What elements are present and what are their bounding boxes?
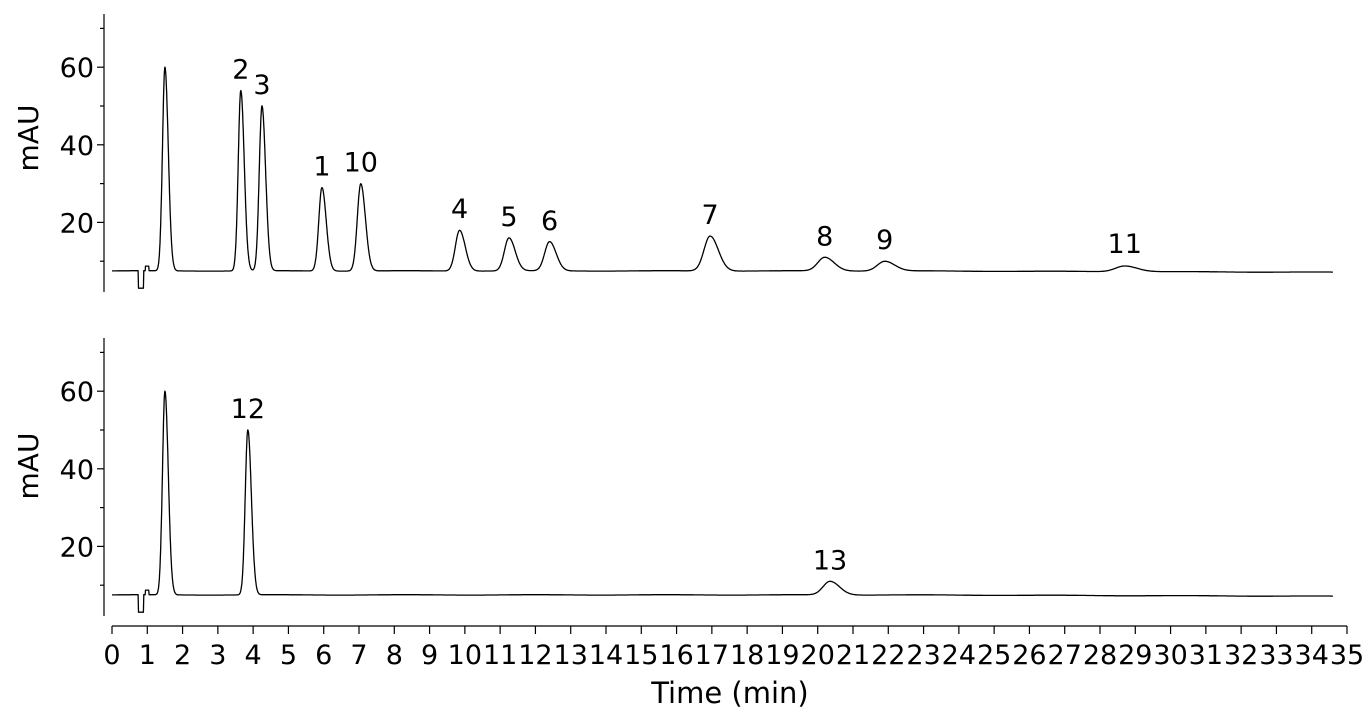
- x-tick-label: 16: [659, 640, 693, 671]
- x-tick-label: 5: [280, 640, 297, 671]
- x-tick-label: 25: [977, 640, 1011, 671]
- x-tick-label: 13: [554, 640, 588, 671]
- x-tick-label: 14: [589, 640, 623, 671]
- x-tick-label: 15: [624, 640, 658, 671]
- x-tick-label: 28: [1083, 640, 1117, 671]
- x-tick-label: 27: [1048, 640, 1082, 671]
- x-tick-label: 6: [315, 640, 332, 671]
- x-tick-label: 4: [245, 640, 262, 671]
- peak-label: 8: [816, 221, 833, 252]
- y-ticks-1: 20 40 60: [60, 27, 104, 262]
- peak-label: 1: [313, 151, 330, 182]
- peak-label: 9: [876, 225, 893, 256]
- chromatogram-panel-1: mAU 20 40 60 23 1 10 4 5 6 7 8 9 11: [12, 14, 1334, 292]
- y-tick-label: 20: [60, 208, 94, 239]
- x-tick-label: 29: [1118, 640, 1152, 671]
- chromatogram-panel-2: mAU 20 40 60 12 13: [12, 338, 1334, 616]
- y-tick-label: 20: [60, 532, 94, 563]
- x-tick-label: 2: [174, 640, 191, 671]
- peak-label: 12: [231, 394, 265, 425]
- y-axis-label-2: mAU: [12, 433, 45, 500]
- peak-label: 3: [253, 70, 270, 101]
- x-tick-label: 19: [765, 640, 799, 671]
- y-tick-label: 40: [60, 455, 94, 486]
- x-axis-label: Time (min): [650, 676, 809, 710]
- x-tick-label: 8: [386, 640, 403, 671]
- x-tick-label: 30: [1153, 640, 1187, 671]
- x-tick-label: 12: [518, 640, 552, 671]
- x-tick-label: 21: [836, 640, 870, 671]
- x-tick-label: 33: [1259, 640, 1293, 671]
- x-axis: 0 1 2 3 4 5 6 7 8 9 10 11 12 13 14 15 16 17 18 19 20 21 22 23 24…: [103, 625, 1364, 710]
- x-tick-label: 23: [906, 640, 940, 671]
- x-tick-label: 18: [730, 640, 764, 671]
- chromatogram-trace-1: [111, 66, 1334, 289]
- y-tick-label: 40: [60, 131, 94, 162]
- x-tick-label: 22: [871, 640, 905, 671]
- x-tick-label: 11: [483, 640, 517, 671]
- y-axis-label-1: mAU: [12, 105, 45, 172]
- peak-label: 2: [232, 54, 249, 85]
- y-tick-label: 60: [60, 377, 94, 408]
- x-tick-label: 35: [1330, 640, 1364, 671]
- y-tick-label: 60: [60, 53, 94, 84]
- x-tick-label: 34: [1295, 640, 1329, 671]
- peak-label: 6: [541, 206, 558, 237]
- peak-label: 7: [701, 200, 718, 231]
- x-tick-label: 20: [801, 640, 835, 671]
- x-tick-label: 31: [1189, 640, 1223, 671]
- y-ticks-2: 20 40 60: [60, 351, 104, 586]
- x-tick-label: 7: [350, 640, 367, 671]
- chromatogram-trace-2: [111, 390, 1334, 613]
- peak-label: 4: [451, 194, 468, 225]
- x-tick-label: 1: [139, 640, 156, 671]
- x-tick-label: 26: [1012, 640, 1046, 671]
- peak-label: 13: [813, 545, 847, 576]
- x-tick-label: 0: [103, 640, 120, 671]
- x-tick-label: 9: [421, 640, 438, 671]
- x-tick-label: 3: [209, 640, 226, 671]
- peak-labels-1: 23 1 10 4 5 6 7 8 9 11: [232, 54, 1142, 260]
- x-tick-label: 17: [695, 640, 729, 671]
- x-tick-label: 10: [448, 640, 482, 671]
- peak-labels-2: 12 13: [231, 394, 848, 576]
- peak-label: 11: [1108, 229, 1142, 260]
- x-tick-label: 32: [1224, 640, 1258, 671]
- peak-label: 10: [344, 148, 378, 179]
- peak-label: 5: [500, 202, 517, 233]
- x-tick-label: 24: [942, 640, 976, 671]
- x-ticks: 0 1 2 3 4 5 6 7 8 9 10 11 12 13 14 15 16 17 18 19 20 21 22 23 24…: [103, 626, 1364, 671]
